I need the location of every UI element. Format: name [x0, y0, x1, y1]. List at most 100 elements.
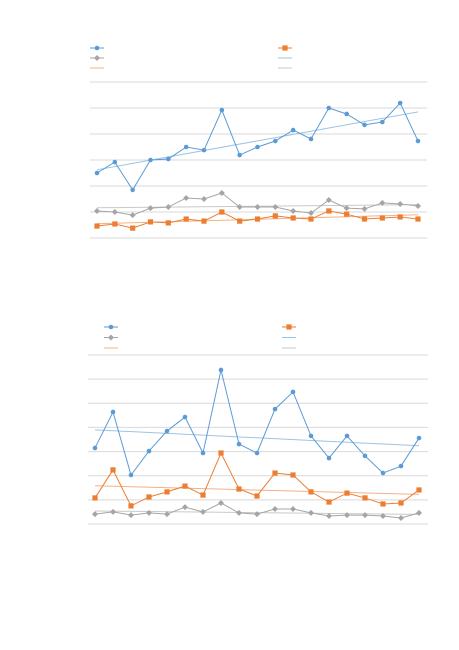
- marker: [361, 216, 368, 222]
- marker: [147, 219, 154, 225]
- marker: [92, 495, 98, 501]
- marker: [146, 448, 152, 454]
- marker: [308, 136, 314, 142]
- marker: [254, 511, 260, 518]
- marker: [380, 119, 385, 125]
- marker: [272, 213, 278, 219]
- marker: [326, 208, 332, 214]
- marker: [128, 472, 134, 478]
- marker: [362, 512, 368, 519]
- marker: [218, 499, 224, 506]
- marker: [94, 55, 100, 61]
- marker: [361, 205, 368, 212]
- marker: [165, 204, 172, 211]
- marker: [218, 367, 224, 373]
- marker: [165, 220, 171, 226]
- marker: [182, 504, 188, 511]
- marker: [272, 470, 278, 476]
- marker: [326, 105, 332, 111]
- marker: [344, 211, 350, 217]
- marker: [416, 435, 422, 441]
- marker: [308, 210, 314, 217]
- marker: [272, 204, 279, 211]
- marker: [416, 487, 422, 493]
- marker: [415, 216, 421, 222]
- marker: [236, 486, 242, 492]
- marker: [183, 216, 189, 222]
- marker: [272, 406, 278, 412]
- marker: [128, 512, 134, 519]
- marker: [379, 215, 385, 221]
- series-line: [94, 369, 420, 477]
- marker: [290, 389, 296, 395]
- trendline: [96, 111, 419, 171]
- marker: [130, 187, 135, 193]
- marker: [326, 455, 332, 461]
- marker: [147, 205, 154, 212]
- marker: [415, 138, 421, 144]
- marker: [416, 509, 422, 516]
- marker: [290, 207, 297, 214]
- marker: [110, 467, 116, 473]
- marker: [201, 147, 207, 153]
- marker: [112, 221, 118, 227]
- marker: [146, 509, 152, 516]
- marker: [129, 212, 136, 219]
- marker: [380, 501, 386, 507]
- marker: [183, 144, 189, 150]
- marker: [286, 324, 292, 330]
- marker: [182, 414, 188, 420]
- marker: [128, 503, 134, 509]
- marker: [397, 214, 403, 220]
- marker: [398, 514, 404, 521]
- marker: [254, 450, 260, 456]
- marker: [130, 225, 136, 231]
- marker: [380, 470, 386, 476]
- marker: [308, 433, 314, 439]
- marker: [218, 190, 225, 197]
- marker: [415, 203, 421, 210]
- marker: [219, 209, 225, 215]
- marker: [112, 159, 118, 165]
- marker: [182, 483, 188, 489]
- marker: [219, 107, 225, 113]
- marker: [94, 207, 100, 214]
- marker: [164, 511, 170, 518]
- marker: [146, 494, 152, 500]
- marker: [236, 441, 242, 447]
- marker: [218, 450, 224, 456]
- marker: [398, 500, 404, 506]
- marker: [344, 512, 350, 519]
- marker: [344, 433, 350, 439]
- marker: [379, 199, 386, 206]
- marker: [200, 508, 206, 515]
- marker: [325, 197, 332, 204]
- marker: [272, 506, 278, 513]
- marker: [398, 463, 404, 469]
- marker: [308, 509, 314, 516]
- marker: [290, 127, 296, 133]
- marker: [236, 509, 242, 516]
- marker: [362, 495, 368, 501]
- marker: [164, 489, 170, 495]
- marker: [164, 428, 170, 434]
- marker: [94, 223, 100, 229]
- marker: [183, 194, 190, 201]
- marker: [236, 204, 243, 211]
- marker: [290, 215, 296, 221]
- trendline: [94, 429, 420, 447]
- marker: [362, 453, 368, 459]
- marker: [273, 138, 278, 144]
- marker: [290, 506, 296, 513]
- marker: [148, 157, 153, 163]
- marker: [380, 513, 386, 520]
- marker: [254, 204, 261, 211]
- marker: [290, 472, 296, 478]
- marker: [92, 445, 98, 451]
- trendline: [94, 485, 420, 495]
- marker: [397, 200, 404, 207]
- marker: [108, 334, 114, 341]
- marker: [237, 218, 243, 224]
